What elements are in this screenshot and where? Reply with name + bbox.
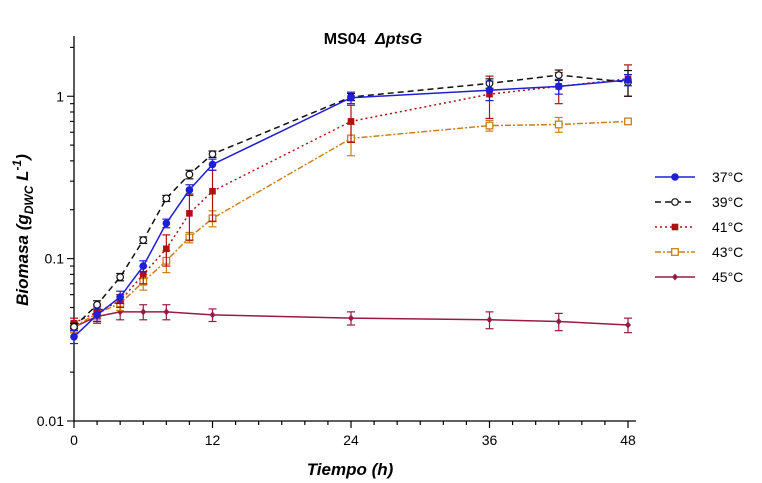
y-tick-label: 0.01	[37, 413, 64, 429]
data-point	[671, 223, 679, 231]
data-point	[116, 293, 124, 301]
data-point	[93, 311, 101, 319]
axes: 0 12 24 36 48 0.01 0.1 1	[37, 36, 636, 448]
data-point	[624, 76, 632, 84]
series	[70, 304, 632, 334]
data-point	[348, 314, 354, 322]
y-tick-label: 1	[56, 88, 64, 104]
legend: 37°C 39°C 41°C 43°C 45°C	[655, 169, 743, 285]
data-point	[347, 118, 355, 125]
data-point	[185, 186, 194, 194]
x-tick-label: 48	[620, 432, 636, 448]
legend-label: 45°C	[712, 269, 743, 285]
data-point	[186, 210, 193, 217]
data-point	[162, 219, 171, 228]
data-point	[554, 71, 563, 79]
series	[70, 64, 632, 330]
data-point	[162, 194, 171, 203]
y-tick-label: 0.1	[45, 251, 65, 267]
data-point	[163, 308, 170, 316]
series-line	[73, 311, 629, 328]
data-point	[140, 308, 147, 316]
data-point	[672, 273, 678, 281]
x-tick-label: 24	[343, 432, 359, 448]
data-point	[70, 333, 78, 341]
data-point	[116, 273, 125, 281]
data-point	[485, 121, 494, 130]
legend-item: 41°C	[655, 219, 743, 235]
data-point	[555, 317, 562, 325]
data-point	[486, 316, 493, 324]
data-point	[93, 300, 101, 309]
legend-label: 43°C	[712, 244, 743, 260]
data-point	[185, 170, 194, 179]
x-tick-label: 36	[482, 432, 498, 448]
y-axis-label-sup: -1	[10, 159, 24, 170]
chart-title-italic: ΔptsG	[374, 31, 422, 48]
data-point	[624, 117, 632, 126]
data-point	[139, 262, 148, 270]
y-axis-label-end: )	[13, 154, 32, 162]
y-axis-label: Biomasa (gDWC L-1)	[10, 154, 36, 306]
y-axis-label-mid: L	[13, 170, 32, 185]
legend-label: 39°C	[712, 194, 743, 210]
legend-label: 41°C	[712, 219, 743, 235]
data-point	[625, 321, 631, 329]
data-point	[554, 82, 563, 91]
y-axis-label-sub: DWC	[22, 185, 36, 214]
data-point	[671, 198, 679, 206]
data-point	[208, 160, 217, 169]
data-point	[554, 120, 563, 129]
x-axis-label: Tiempo (h)	[307, 460, 394, 479]
data-point	[347, 93, 355, 102]
data-point	[139, 271, 147, 278]
legend-label: 37°C	[712, 169, 743, 185]
data-point	[163, 245, 170, 253]
y-axis-label-base: Biomasa (g	[13, 214, 32, 306]
plot-area	[70, 64, 632, 345]
legend-item: 37°C	[655, 169, 743, 185]
x-tick-label: 0	[70, 432, 78, 448]
data-point	[209, 187, 216, 195]
series	[70, 73, 632, 345]
data-point	[139, 236, 148, 245]
data-point	[485, 86, 494, 94]
x-tick-label: 12	[205, 432, 221, 448]
data-point	[208, 150, 217, 159]
data-point	[209, 311, 216, 319]
series	[70, 69, 632, 332]
data-point	[671, 173, 679, 181]
legend-item: 43°C	[655, 244, 743, 260]
legend-item: 39°C	[655, 194, 743, 210]
data-point	[70, 322, 78, 331]
data-point	[671, 248, 679, 256]
chart-title: MS04 ΔptsG	[324, 31, 422, 48]
series	[70, 116, 632, 334]
legend-item: 45°C	[655, 269, 743, 285]
chart-title-main: MS04	[324, 31, 366, 48]
